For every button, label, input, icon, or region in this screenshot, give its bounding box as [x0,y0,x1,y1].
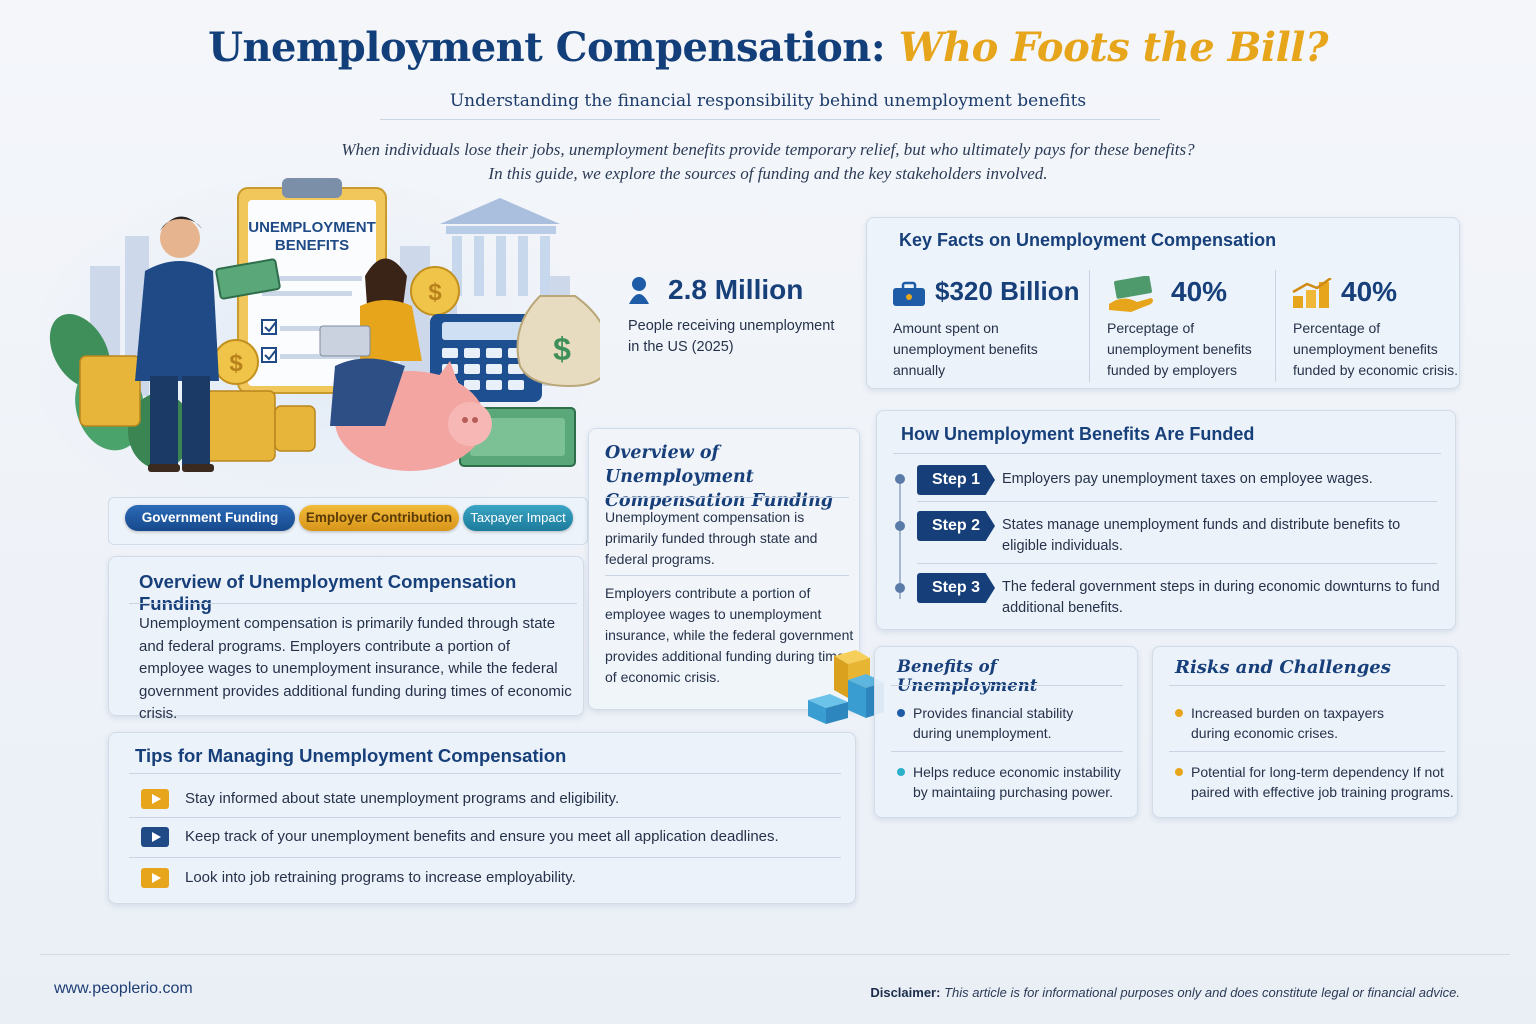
overview-large-text: Unemployment compensation is primarily f… [139,615,572,722]
overview-small-title: Overview of Unemployment Compensation Fu… [605,443,834,511]
page-subtitle: Understanding the financial responsibili… [449,91,1087,111]
benefit-item-1: Provides financial stability during unem… [913,705,1074,741]
divider [129,773,841,774]
how-funded-card: How Unemployment Benefits Are Funded Ste… [876,410,1456,630]
clipboard-line-2: BENEFITS [275,237,349,254]
tip-item-2: Keep track of your unemployment benefits… [185,828,779,845]
woman-figure [319,258,422,426]
calculator-icon [430,314,542,402]
key-fact-3-description: Percentage of unemployment benefits fund… [1293,320,1458,378]
overview-card-large: Overview of Unemployment Compensation Fu… [108,556,584,722]
risks-title: Risks and Challenges [1175,657,1391,678]
coin-dollar-glyph: $ [229,350,243,377]
play-icon [141,789,169,809]
divider [129,603,577,604]
step-1-label: Step 1 [917,465,995,495]
bullet-icon [897,709,905,717]
tips-title: Tips for Managing Unemployment Compensat… [135,745,567,766]
disclaimer-text: This article is for informational purpos… [944,985,1460,1000]
benefits-title: Benefits of Unemployment [897,657,1038,695]
divider [605,575,849,576]
stat-main-description: People receiving unemployment in the US … [628,318,835,355]
disclaimer: Disclaimer: This article is for informat… [870,985,1460,1000]
key-fact-1-value: $320 Billion [935,276,1080,306]
key-fact-3-value: 40% [1341,276,1398,307]
hero-illustration: UNEMPLOYMENT BENEFITS $ $ $ [40,176,600,536]
money-hand-icon [1109,276,1153,312]
briefcase-icon [893,281,925,306]
play-icon [141,827,169,847]
clipboard-line-1: UNEMPLOYMENT [248,219,376,236]
step-2-label: Step 2 [917,511,995,541]
money-bag-icon: $ [516,295,600,388]
play-icon [141,868,169,888]
step-dot [895,521,905,531]
risks-card: Risks and Challenges Increased burden on… [1152,646,1458,818]
disclaimer-label: Disclaimer: [870,985,941,1000]
key-fact-1-description: Amount spent on unemployment benefits an… [893,320,1038,378]
benefit-item-2: Helps reduce economic instability by mai… [913,764,1121,800]
overview-card-small: Overview of Unemployment Compensation Fu… [588,428,860,710]
key-facts-card: Key Facts on Unemployment Compensation $… [866,217,1460,389]
coin-stack-icon [79,355,316,462]
bullet-icon [1175,768,1183,776]
divider [129,817,841,818]
divider [891,751,1123,752]
how-funded-title: How Unemployment Benefits Are Funded [901,424,1255,444]
overview-large-title: Overview of Unemployment Compensation Fu… [139,571,517,614]
subtitle-divider [380,119,1160,120]
chip-employer-contribution[interactable]: Employer Contribution [299,505,459,531]
step-1-text: Employers pay unemployment taxes on empl… [1002,471,1373,487]
coin-dollar-glyph: $ [428,279,442,306]
step-2-text: States manage unemployment funds and dis… [1002,517,1401,554]
bank-icon [440,198,560,296]
chip-taxpayer-impact[interactable]: Taxpayer Impact [463,505,573,531]
tips-card: Tips for Managing Unemployment Compensat… [108,732,856,904]
divider [1169,685,1445,686]
chip-government-funding[interactable]: Government Funding [125,505,295,531]
divider [917,563,1437,564]
bullet-icon [897,768,905,776]
title-part-1: Unemployment Compensation: [208,24,886,71]
key-fact-divider [1089,270,1090,382]
step-dot [895,583,905,593]
step-dot [895,474,905,484]
bar-growth-icon [1292,278,1332,308]
step-3-text: The federal government steps in during e… [1002,579,1440,616]
divider [893,453,1441,454]
bag-dollar-glyph: $ [553,331,571,367]
step-3-label: Step 3 [917,573,995,603]
divider [129,857,841,858]
site-link[interactable]: www.peoplerio.com [54,980,193,997]
person-location-icon [629,277,649,304]
tip-item-1: Stay informed about state unemployment p… [185,790,620,807]
funding-chip-bar: Government Funding Employer Contribution… [108,497,588,545]
intro-line-1: When individuals lose their jobs, unempl… [341,140,1195,159]
key-facts-title: Key Facts on Unemployment Compensation [899,230,1277,250]
benefits-card: Benefits of Unemployment Provides financ… [874,646,1138,818]
divider [605,497,849,498]
step-connector [899,481,901,599]
key-fact-2-description: Perceptage of unemployment benefits fund… [1107,320,1252,378]
title-part-2: Who Foots the Bill? [898,24,1329,71]
intro-text: When individuals lose their jobs, unempl… [250,138,1286,186]
key-fact-divider [1275,270,1276,382]
blocks-icon [808,650,884,724]
key-fact-2-value: 40% [1171,276,1228,307]
risk-item-1: Increased burden on taxpayers during eco… [1191,705,1385,741]
divider [917,501,1437,502]
stat-people-receiving: 2.8 Million People receiving unemploymen… [588,252,850,387]
tip-item-3: Look into job retraining programs to inc… [185,869,576,886]
page-title: Unemployment Compensation: Who Foots the… [0,24,1536,71]
risk-item-2: Potential for long-term dependency If no… [1191,764,1454,800]
stat-main-value: 2.8 Million [668,274,804,305]
divider [1169,751,1445,752]
footer-divider [40,954,1510,955]
divider [891,685,1123,686]
overview-small-para-1: Unemployment compensation is primarily f… [605,509,818,567]
overview-small-para-2: Employers contribute a portion of employ… [605,585,854,685]
intro-line-2: In this guide, we explore the sources of… [488,164,1048,183]
businessman-figure [135,216,281,472]
bullet-icon [1175,709,1183,717]
